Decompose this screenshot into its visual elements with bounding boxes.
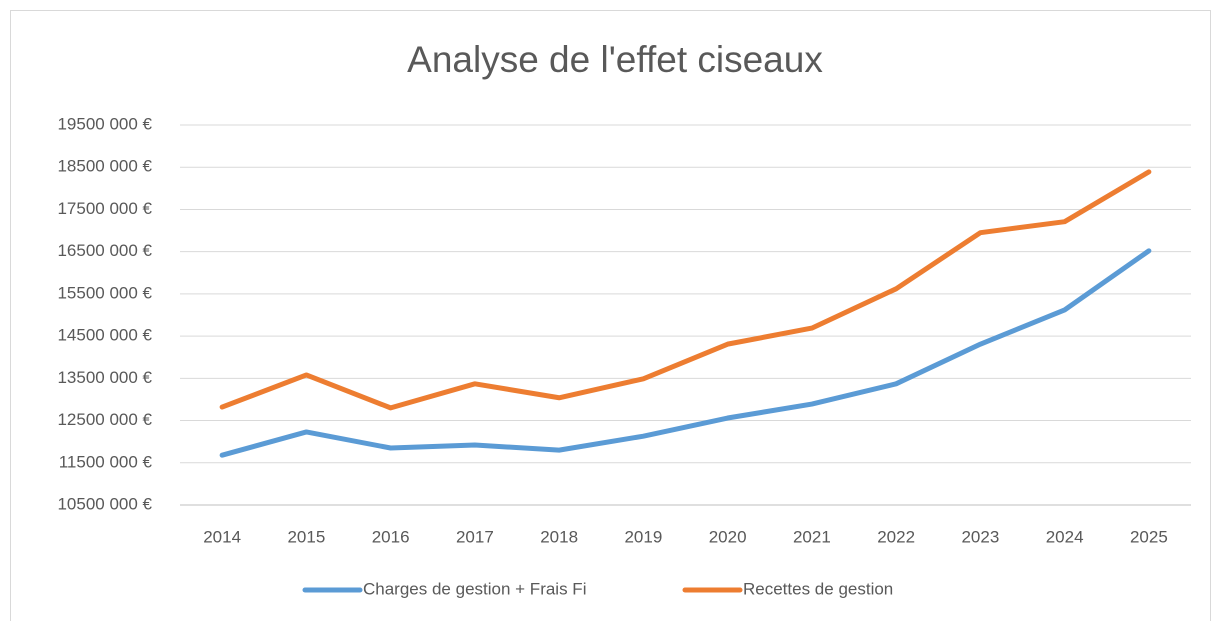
y-tick-label: 13500 000 € xyxy=(57,368,152,387)
x-tick-label: 2016 xyxy=(372,527,410,546)
x-tick-label: 2015 xyxy=(287,527,325,546)
y-tick-label: 10500 000 € xyxy=(57,494,152,513)
data-line xyxy=(219,248,1152,458)
y-tick-label: 18500 000 € xyxy=(57,157,152,176)
x-tick-label: 2018 xyxy=(540,527,578,546)
data-line xyxy=(219,169,1152,411)
y-tick-label: 14500 000 € xyxy=(57,326,152,345)
x-tick-label: 2024 xyxy=(1046,527,1084,546)
y-tick-label: 11500 000 € xyxy=(59,452,153,471)
y-tick-label: 12500 000 € xyxy=(57,410,152,429)
y-tick-label: 19500 000 € xyxy=(57,114,152,133)
x-tick-label: 2023 xyxy=(961,527,999,546)
x-tick-label: 2014 xyxy=(203,527,241,546)
x-tick-label: 2017 xyxy=(456,527,494,546)
y-tick-label: 17500 000 € xyxy=(57,199,152,218)
x-tick-label: 2025 xyxy=(1130,527,1168,546)
chart-title: Analyse de l'effet ciseaux xyxy=(407,39,823,80)
y-tick-label: 15500 000 € xyxy=(57,283,152,302)
x-tick-label: 2019 xyxy=(624,527,662,546)
x-tick-label: 2020 xyxy=(709,527,747,546)
x-tick-label: 2022 xyxy=(877,527,915,546)
legend-label: Charges de gestion + Frais Fi xyxy=(363,579,586,598)
x-tick-label: 2021 xyxy=(793,527,831,546)
chart-border xyxy=(10,10,1211,626)
legend-label: Recettes de gestion xyxy=(743,579,893,598)
y-tick-label: 16500 000 € xyxy=(57,241,152,260)
